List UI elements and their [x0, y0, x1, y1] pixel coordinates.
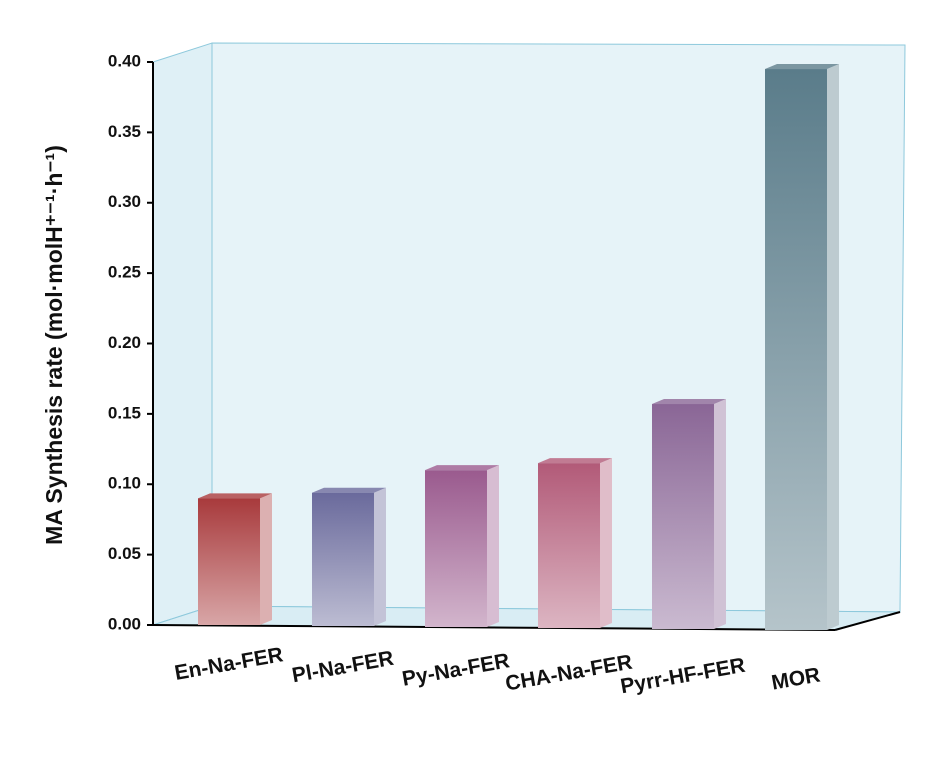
bar-side: [487, 465, 499, 627]
bar-top: [198, 493, 272, 499]
bar-side: [374, 487, 386, 626]
y-tick-label: 0.05: [108, 544, 141, 563]
x-tick-label: MOR: [770, 663, 822, 694]
bar: [652, 404, 714, 629]
bar: [198, 498, 260, 625]
y-tick-label: 0.15: [108, 403, 141, 422]
y-tick-label: 0.40: [108, 51, 141, 70]
y-tick-label: 0.10: [108, 474, 141, 493]
x-tick-label: Py-Na-FER: [400, 649, 511, 690]
bar-side: [260, 493, 272, 625]
y-tick-label: 0.25: [108, 263, 141, 282]
bar: [538, 463, 600, 628]
bar-top: [765, 64, 839, 70]
bar-top: [652, 399, 726, 405]
bar: [765, 69, 827, 631]
y-tick-label: 0.30: [108, 192, 141, 211]
x-tick-label: Pyrr-HF-FER: [619, 654, 747, 699]
y-tick-label: 0.20: [108, 333, 141, 352]
bar-top: [538, 458, 612, 464]
x-tick-label: CHA-Na-FER: [504, 651, 634, 696]
bar-side: [600, 458, 612, 628]
y-axis-label: MA Synthesis rate (mol·molH⁺⁻¹·h⁻¹): [41, 145, 67, 545]
bar: [425, 470, 487, 627]
bar-side: [714, 399, 726, 629]
x-tick-label: Pl-Na-FER: [290, 647, 395, 687]
bar-top: [312, 487, 386, 493]
x-axis: [152, 624, 836, 631]
bar-top: [425, 465, 499, 471]
bar: [312, 492, 374, 626]
bar-side: [827, 64, 839, 631]
y-tick-label: 0.00: [108, 614, 141, 633]
y-tick-label: 0.35: [108, 122, 141, 141]
x-axis-depth: [834, 611, 901, 631]
x-tick-label: En-Na-FER: [173, 643, 285, 685]
